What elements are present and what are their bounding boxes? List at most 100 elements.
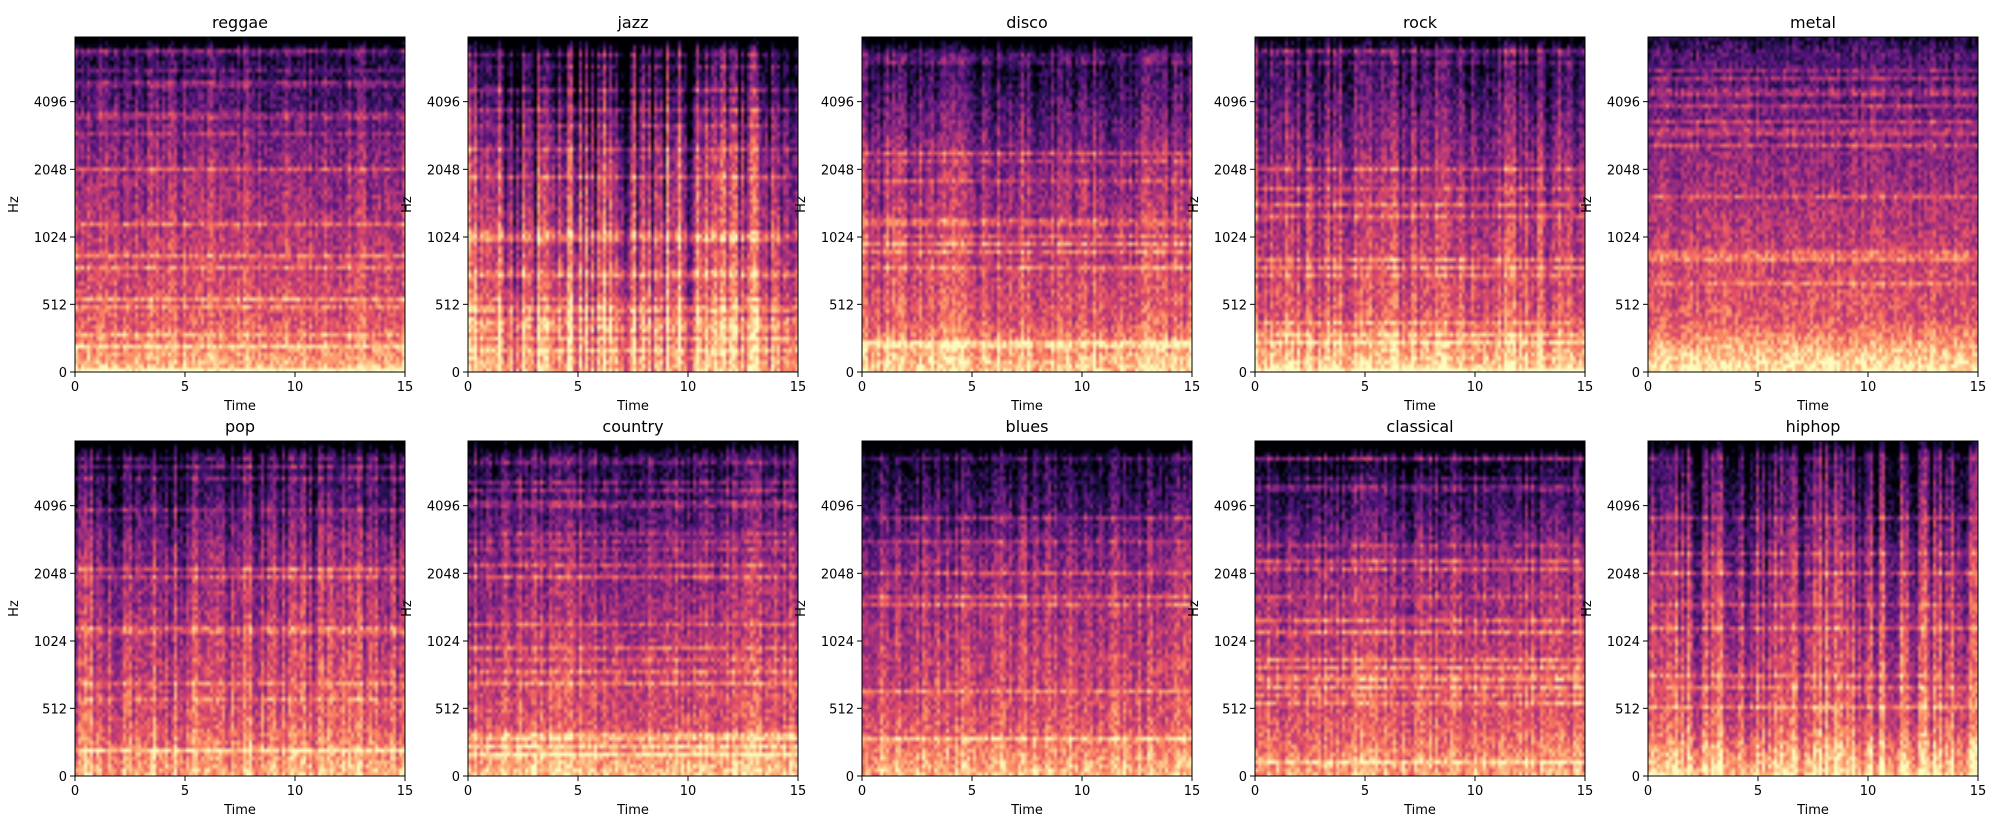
x-tick-label: 0 [1251, 784, 1259, 799]
x-tick-label: 5 [181, 380, 189, 395]
y-axis-label: Hz [794, 196, 809, 213]
spectrogram-panel-jazz: jazz 0 5 10 15 0 512 1024 2048 4096 Time Hz [400, 13, 806, 414]
x-axis-label: Time [223, 399, 256, 414]
plot-frame [74, 440, 406, 777]
plot-frame [1647, 440, 1979, 777]
plot-frame [1647, 36, 1979, 373]
x-tick-label: 15 [397, 380, 414, 395]
y-axis-label: Hz [1187, 600, 1202, 617]
x-axis-label: Time [1403, 399, 1436, 414]
y-axis-label: Hz [794, 600, 809, 617]
y-axis-label: Hz [7, 196, 22, 213]
x-tick-label: 5 [574, 380, 582, 395]
x-tick-label: 15 [1184, 380, 1201, 395]
y-tick-label: 0 [1239, 366, 1247, 381]
y-tick-label: 1024 [1214, 635, 1247, 650]
plot-frame [74, 36, 406, 373]
spectrogram-panel-metal: metal 0 5 10 15 0 512 1024 2048 4096 Time Hz [1580, 13, 1986, 414]
x-tick-label: 15 [1184, 784, 1201, 799]
x-tick-label: 10 [1074, 380, 1091, 395]
spectrogram-heatmap [468, 441, 798, 776]
panel-title: reggae [212, 13, 268, 32]
x-tick-label: 15 [1970, 784, 1987, 799]
y-tick-label: 0 [452, 770, 460, 785]
panel-title: blues [1006, 417, 1049, 436]
x-tick-label: 10 [287, 784, 304, 799]
spectrogram-panel-country: country 0 5 10 15 0 512 1024 2048 4096 Time Hz [400, 417, 806, 818]
panel-title: metal [1790, 13, 1836, 32]
y-tick-label: 1024 [34, 635, 67, 650]
spectrogram-heatmap [75, 37, 405, 372]
y-tick-label: 1024 [821, 231, 854, 246]
panel-title: jazz [616, 13, 648, 32]
x-tick-label: 5 [574, 784, 582, 799]
x-axis-label: Time [223, 803, 256, 818]
plot-frame [467, 36, 799, 373]
x-tick-label: 0 [1644, 380, 1652, 395]
x-tick-label: 5 [968, 380, 976, 395]
y-tick-label: 0 [846, 770, 854, 785]
x-tick-label: 5 [1754, 380, 1762, 395]
x-tick-label: 10 [1467, 380, 1484, 395]
spectrogram-heatmap [1648, 37, 1978, 372]
spectrogram-panel-pop: pop 0 5 10 15 0 512 1024 2048 4096 Time Hz [7, 417, 413, 818]
x-axis-label: Time [616, 399, 649, 414]
y-tick-label: 512 [42, 702, 67, 717]
x-tick-label: 0 [464, 784, 472, 799]
x-tick-label: 5 [1361, 784, 1369, 799]
y-axis-label: Hz [7, 600, 22, 617]
spectrogram-panel-reggae: reggae 0 5 10 15 0 512 1024 2048 4096 Time Hz [7, 13, 413, 414]
y-tick-label: 4096 [821, 96, 854, 111]
y-tick-label: 0 [1632, 366, 1640, 381]
y-tick-label: 2048 [1607, 567, 1640, 582]
y-tick-label: 512 [1615, 702, 1640, 717]
y-tick-label: 512 [829, 298, 854, 313]
x-axis-label: Time [1010, 399, 1043, 414]
y-tick-label: 4096 [1607, 96, 1640, 111]
x-tick-label: 0 [71, 784, 79, 799]
x-tick-label: 10 [287, 380, 304, 395]
x-tick-label: 5 [181, 784, 189, 799]
x-axis-label: Time [1796, 803, 1829, 818]
x-tick-label: 0 [1251, 380, 1259, 395]
y-axis-label: Hz [1580, 196, 1595, 213]
x-axis-label: Time [1010, 803, 1043, 818]
y-tick-label: 2048 [821, 163, 854, 178]
plot-frame [1254, 440, 1586, 777]
x-tick-label: 15 [790, 380, 807, 395]
y-tick-label: 512 [42, 298, 67, 313]
y-tick-label: 512 [435, 702, 460, 717]
y-tick-label: 512 [829, 702, 854, 717]
spectrogram-heatmap [862, 37, 1192, 372]
spectrogram-panel-classical: classical 0 5 10 15 0 512 1024 2048 4096 Time Hz [1187, 417, 1593, 818]
x-tick-label: 5 [968, 784, 976, 799]
panel-title: hiphop [1786, 417, 1841, 436]
x-tick-label: 10 [680, 380, 697, 395]
x-tick-label: 10 [1860, 380, 1877, 395]
y-tick-label: 512 [1615, 298, 1640, 313]
panel-title: rock [1403, 13, 1438, 32]
y-axis-label: Hz [400, 600, 415, 617]
y-tick-label: 2048 [427, 567, 460, 582]
y-tick-label: 4096 [1607, 500, 1640, 515]
x-tick-label: 5 [1754, 784, 1762, 799]
y-tick-label: 1024 [427, 635, 460, 650]
x-tick-label: 0 [464, 380, 472, 395]
spectrogram-heatmap [468, 37, 798, 372]
x-axis-label: Time [1403, 803, 1436, 818]
y-tick-label: 0 [59, 770, 67, 785]
y-tick-label: 2048 [1607, 163, 1640, 178]
x-axis-label: Time [616, 803, 649, 818]
y-tick-label: 0 [59, 366, 67, 381]
y-tick-label: 1024 [1607, 231, 1640, 246]
spectrogram-heatmap [1255, 441, 1585, 776]
x-tick-label: 10 [1860, 784, 1877, 799]
y-tick-label: 1024 [427, 231, 460, 246]
y-tick-label: 2048 [427, 163, 460, 178]
x-tick-label: 5 [1361, 380, 1369, 395]
x-tick-label: 10 [1467, 784, 1484, 799]
y-tick-label: 2048 [1214, 567, 1247, 582]
y-tick-label: 1024 [1214, 231, 1247, 246]
y-tick-label: 512 [1222, 702, 1247, 717]
